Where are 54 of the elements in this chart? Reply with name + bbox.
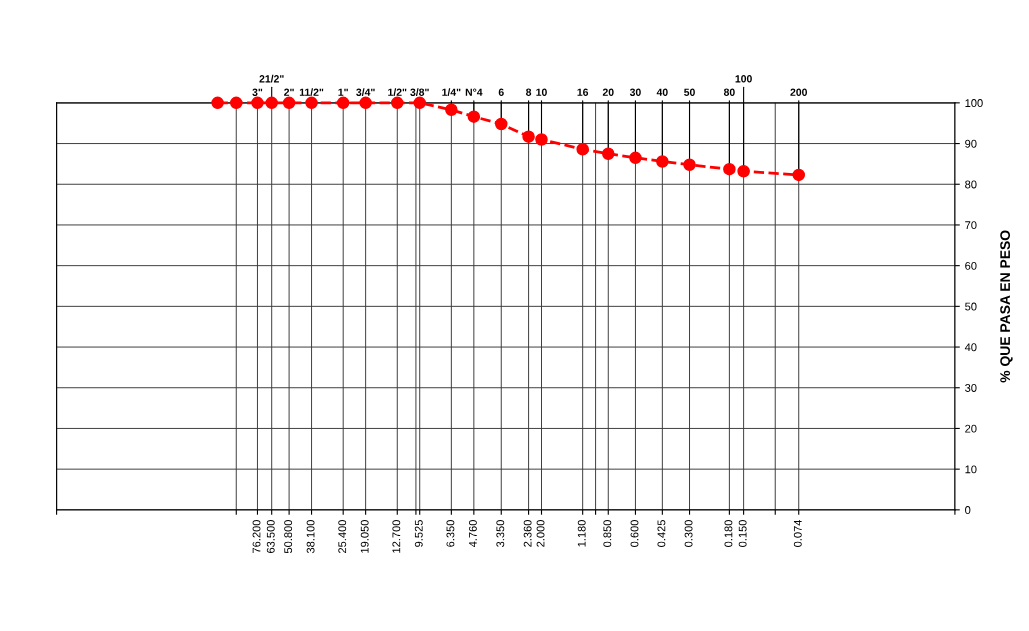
- x-tick-label: 63.500: [266, 520, 275, 553]
- y-axis-title: % QUE PASA EN PESO: [1000, 230, 1013, 383]
- y-tick-label: 60: [965, 261, 977, 270]
- x-tick-label: 9.525: [414, 520, 423, 547]
- x-tick-label: 0.425: [657, 520, 666, 547]
- x-tick-label: 1.180: [577, 520, 586, 547]
- annotation: 30: [629, 88, 641, 96]
- y-tick-label: 40: [964, 343, 977, 352]
- x-tick-label: 0.600: [630, 520, 639, 547]
- annotation: 11/2": [299, 88, 324, 97]
- x-tick-label: 50.800: [284, 520, 293, 554]
- x-tick-label: 0.150: [738, 520, 747, 547]
- y-tick-label: 30: [965, 384, 977, 392]
- y-tick-label: 80: [965, 180, 977, 189]
- annotation: 40: [656, 88, 668, 96]
- annotation: 1/4": [442, 88, 461, 97]
- annotation: 16: [577, 88, 589, 96]
- annotation: 50: [684, 88, 695, 96]
- x-tick-label: 2.360: [523, 520, 532, 547]
- annotation: 10: [536, 88, 547, 96]
- annotation: 21/2": [259, 74, 284, 83]
- y-tick-label: 70: [965, 221, 977, 230]
- annotation: 6: [498, 88, 504, 96]
- y-tick-label: 50: [965, 302, 977, 311]
- annotation: N°4: [465, 88, 483, 96]
- x-tick-label: 0.074: [793, 519, 802, 547]
- annotation: 80: [723, 88, 735, 96]
- x-tick-label: 4.760: [468, 520, 477, 548]
- x-tick-label: 19.050: [360, 520, 369, 553]
- annotation: 200: [790, 88, 808, 96]
- annotation: 3/4": [356, 88, 375, 97]
- annotation: 3/8": [410, 88, 429, 97]
- annotation: 100: [735, 75, 752, 83]
- x-tick-label: 0.850: [603, 520, 612, 547]
- annotation: 20: [602, 88, 614, 96]
- x-tick-label: 0.180: [724, 520, 733, 547]
- x-tick-label: 3.350: [496, 520, 505, 547]
- y-tick-label: 90: [965, 139, 977, 148]
- x-tick-label: 6.350: [446, 520, 455, 547]
- x-tick-label: 0.300: [684, 520, 693, 547]
- annotation: 1": [338, 88, 348, 96]
- y-tick-label: 20: [965, 424, 977, 433]
- annotation: 2": [284, 88, 294, 96]
- x-tick-label: 12.700: [392, 520, 401, 553]
- y-tick-label: 10: [965, 465, 977, 474]
- annotation: 3": [252, 88, 263, 96]
- annotation: 8: [526, 88, 532, 96]
- annotation: 1/2": [388, 88, 407, 97]
- y-tick-label: 0: [965, 506, 971, 514]
- x-tick-label: 2.000: [536, 520, 545, 547]
- x-tick-label: 76.200: [252, 520, 261, 553]
- x-tick-label: 25.400: [338, 520, 347, 553]
- x-tick-label: 38.100: [306, 520, 315, 554]
- y-tick-label: 100: [965, 99, 983, 107]
